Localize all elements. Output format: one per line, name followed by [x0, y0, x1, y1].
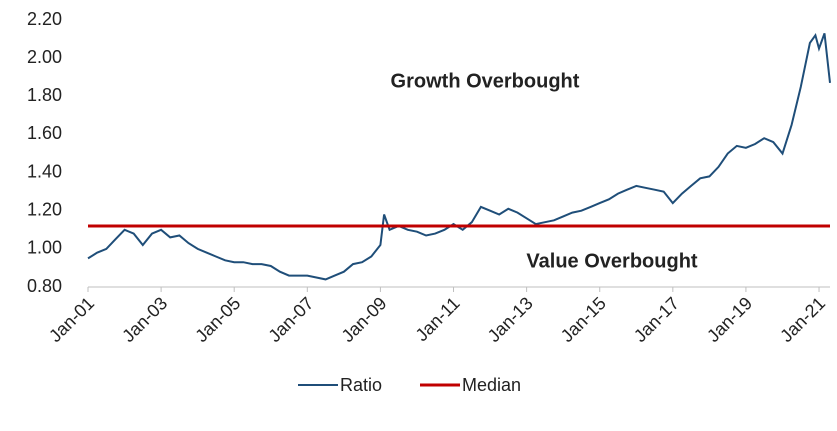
x-tick-label: Jan-21 [776, 293, 829, 346]
y-tick-label: 1.80 [27, 85, 62, 105]
y-tick-label: 2.20 [27, 9, 62, 29]
legend-label: Median [462, 375, 521, 395]
x-tick-label: Jan-01 [45, 293, 98, 346]
x-tick-label: Jan-17 [630, 293, 683, 346]
annotation: Value Overbought [526, 250, 697, 272]
y-tick-label: 1.40 [27, 161, 62, 181]
annotation: Growth Overbought [391, 70, 580, 92]
x-tick-label: Jan-11 [412, 293, 464, 345]
x-tick-label: Jan-19 [703, 293, 756, 346]
x-tick-label: Jan-03 [118, 293, 171, 346]
x-tick-label: Jan-13 [484, 293, 537, 346]
x-tick-label: Jan-15 [557, 293, 610, 346]
x-tick-label: Jan-07 [264, 293, 317, 346]
legend-label: Ratio [340, 375, 382, 395]
y-tick-label: 2.00 [27, 47, 62, 67]
line-series [87, 33, 831, 281]
y-tick-label: 1.20 [27, 199, 62, 219]
x-tick-label: Jan-05 [191, 293, 244, 346]
x-tick-label: Jan-09 [338, 293, 391, 346]
y-tick-label: 1.00 [27, 238, 62, 258]
y-tick-label: 0.80 [27, 276, 62, 296]
y-tick-label: 1.60 [27, 123, 62, 143]
